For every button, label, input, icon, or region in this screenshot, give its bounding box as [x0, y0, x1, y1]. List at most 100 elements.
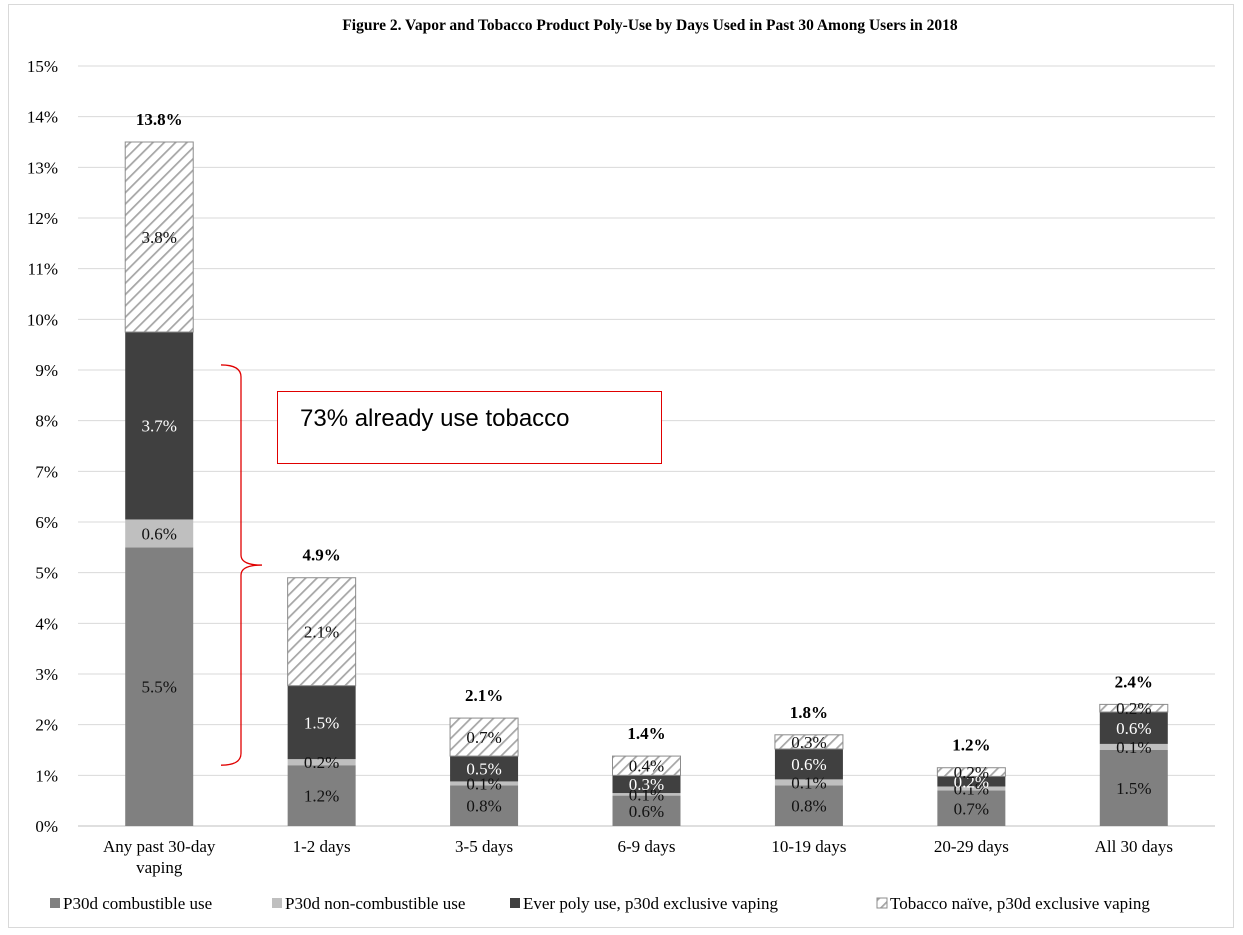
y-tick-label: 6% — [35, 513, 58, 532]
data-label: 0.2% — [954, 772, 989, 791]
y-tick-label: 13% — [27, 158, 58, 177]
bar-segment — [612, 795, 681, 826]
data-label: 0.5% — [466, 760, 501, 779]
y-tick-label: 4% — [35, 614, 58, 633]
data-label: 1.2% — [304, 787, 339, 806]
legend-entry: P30d combustible use — [63, 894, 212, 913]
bar-segment — [1099, 750, 1168, 826]
data-label: 3.7% — [142, 417, 177, 436]
legend-swatch — [50, 898, 60, 908]
bar-segment — [1099, 703, 1169, 713]
data-label: 3.8% — [142, 228, 177, 247]
y-tick-label: 0% — [35, 817, 58, 836]
bar-segment — [124, 141, 194, 333]
y-tick-label: 14% — [27, 108, 58, 127]
bar-segment — [450, 785, 519, 826]
legend-entry: P30d non-combustible use — [285, 894, 465, 913]
bar-segment — [774, 734, 844, 750]
x-axis: Any past 30-day vaping 1-2 days 3-5 days 6-9… — [103, 837, 1173, 877]
total-label: 4.9% — [303, 546, 341, 565]
bar-segment — [1099, 712, 1168, 744]
total-label: 1.8% — [790, 703, 828, 722]
legend-entry: Tobacco naïve, p30d exclusive vaping — [890, 894, 1150, 913]
data-label: 1.5% — [1116, 779, 1151, 798]
data-label: 0.8% — [791, 797, 826, 816]
x-tick-label: Any past 30-day — [103, 837, 216, 856]
data-label: 0.1% — [791, 773, 826, 792]
data-label: 0.2% — [954, 763, 989, 782]
legend: P30d combustible use P30d non-combustible… — [50, 894, 1150, 913]
y-tick-label: 8% — [35, 412, 58, 431]
annotation-callout-box — [277, 391, 662, 464]
data-label: 1.5% — [304, 713, 339, 732]
y-tick-label: 11% — [27, 260, 58, 279]
y-tick-label: 7% — [35, 462, 58, 481]
bar-segment — [125, 332, 194, 520]
x-tick-label: All 30 days — [1095, 837, 1173, 856]
total-label: 2.4% — [1115, 672, 1153, 691]
y-axis: 0% 1% 2% 3% 4% 5% 6% 7% 8% 9% 10% 11% 12% 13% 14% 15% — [27, 57, 58, 836]
total-label: 2.1% — [465, 686, 503, 705]
data-label: 0.7% — [466, 728, 501, 747]
bar-segment — [287, 685, 356, 760]
x-tick-label: vaping — [136, 858, 183, 877]
x-tick-label: 6-9 days — [617, 837, 675, 856]
bar-segment — [125, 547, 194, 826]
bar-segment — [125, 519, 194, 548]
bar-segment — [287, 759, 356, 766]
bars — [124, 141, 1169, 826]
data-label: 0.3% — [791, 733, 826, 752]
bar-segment — [937, 776, 1006, 787]
bar-segment — [287, 577, 357, 687]
bar-segment — [450, 756, 519, 782]
legend-swatch — [510, 898, 520, 908]
y-tick-label: 9% — [35, 361, 58, 380]
bar-segment — [450, 781, 519, 786]
bar-segment — [937, 790, 1006, 826]
data-label: 0.1% — [629, 785, 664, 804]
bar-segment — [1099, 743, 1168, 750]
data-label: 0.1% — [1116, 738, 1151, 757]
chart-frame — [8, 4, 1234, 928]
bar-segment — [937, 786, 1006, 791]
legend-swatch — [272, 898, 282, 908]
y-tick-label: 1% — [35, 766, 58, 785]
total-labels: 13.8% 4.9% 2.1% 1.4% 1.8% 1.2% 2.4% — [136, 110, 1153, 755]
data-label: 2.1% — [304, 623, 339, 642]
x-tick-label: 20-29 days — [934, 837, 1009, 856]
annotation-callout-text: 73% already use tobacco — [300, 405, 570, 432]
x-tick-label: 10-19 days — [771, 837, 846, 856]
bar-segment — [449, 717, 519, 757]
bar-segment — [612, 793, 681, 796]
legend-entry: Ever poly use, p30d exclusive vaping — [523, 894, 778, 913]
y-tick-label: 15% — [27, 57, 58, 76]
bar-segment — [612, 775, 681, 794]
gridlines — [78, 65, 1215, 827]
data-label: 5.5% — [142, 678, 177, 697]
total-label: 13.8% — [136, 110, 183, 129]
data-label: 0.1% — [466, 774, 501, 793]
data-label: 0.6% — [791, 755, 826, 774]
segment-labels: 5.5% 0.6% 3.7% 3.8% 1.2% 0.2% 1.5% 2.1% 0.8% 0.1%… — [142, 228, 1152, 821]
total-label: 1.4% — [627, 724, 665, 743]
chart-title: Figure 2. Vapor and Tobacco Product Poly… — [342, 17, 958, 34]
x-tick-label: 3-5 days — [455, 837, 513, 856]
data-label: 0.7% — [954, 799, 989, 818]
bracket-path — [220, 364, 263, 766]
data-label: 0.8% — [466, 797, 501, 816]
bar-segment — [612, 755, 681, 776]
x-tick-label: 1-2 days — [293, 837, 351, 856]
y-tick-label: 10% — [27, 310, 58, 329]
annotation-bracket — [220, 364, 263, 766]
data-label: 0.6% — [142, 524, 177, 543]
y-tick-label: 12% — [27, 209, 58, 228]
data-label: 0.1% — [954, 780, 989, 799]
bar-segment — [774, 785, 843, 826]
total-label: 1.2% — [952, 736, 990, 755]
data-label: 0.4% — [629, 757, 664, 776]
bar-segment — [774, 748, 843, 780]
data-label: 0.3% — [629, 775, 664, 794]
y-tick-label: 2% — [35, 716, 58, 735]
y-tick-label: 5% — [35, 564, 58, 583]
